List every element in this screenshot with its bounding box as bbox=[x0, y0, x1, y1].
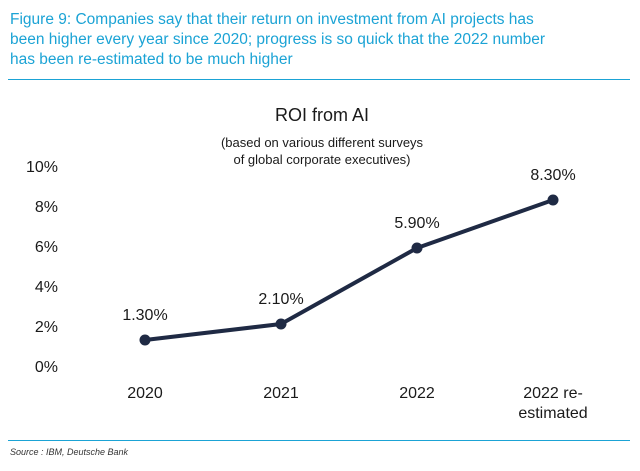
x-tick-label: 2022 re- bbox=[523, 385, 583, 402]
data-point bbox=[547, 194, 559, 206]
figure-title-line: has been re-estimated to be much higher bbox=[10, 51, 293, 68]
data-label: 5.90% bbox=[394, 215, 439, 232]
series-roi bbox=[139, 194, 559, 346]
y-axis: 0% 2% 4% 6% 8% 10% bbox=[26, 159, 58, 376]
x-axis: 2020 2021 2022 2022 re-estimated bbox=[127, 385, 587, 422]
y-tick-label: 2% bbox=[35, 319, 58, 336]
series-line bbox=[143, 198, 555, 342]
figure-title: Figure 9: Companies say that their retur… bbox=[10, 10, 610, 70]
source-note: Source : IBM, Deutsche Bank bbox=[10, 447, 129, 457]
x-tick-label: estimated bbox=[518, 405, 587, 422]
y-tick-label: 4% bbox=[35, 279, 58, 296]
x-tick-label: 2022 bbox=[399, 385, 435, 402]
bottom-divider bbox=[8, 440, 630, 441]
x-tick-label: 2021 bbox=[263, 385, 299, 402]
chart-subtitle-line: (based on various different surveys bbox=[221, 135, 424, 150]
x-tick-label: 2020 bbox=[127, 385, 163, 402]
data-label: 1.30% bbox=[122, 307, 167, 324]
data-label: 2.10% bbox=[258, 291, 303, 308]
data-point bbox=[139, 334, 151, 346]
y-tick-label: 8% bbox=[35, 199, 58, 216]
chart-subtitle-line: of global corporate executives) bbox=[233, 152, 410, 167]
top-divider bbox=[8, 79, 630, 80]
roi-line-chart: ROI from AI (based on various different … bbox=[26, 105, 588, 422]
data-point bbox=[275, 318, 287, 330]
y-tick-label: 0% bbox=[35, 359, 58, 376]
data-labels: 1.30% 2.10% 5.90% 8.30% bbox=[122, 167, 575, 324]
data-label: 8.30% bbox=[530, 167, 575, 184]
data-point bbox=[411, 242, 423, 254]
y-tick-label: 10% bbox=[26, 159, 58, 176]
y-tick-label: 6% bbox=[35, 239, 58, 256]
figure-title-line: been higher every year since 2020; progr… bbox=[10, 31, 546, 48]
figure-title-line: Figure 9: Companies say that their retur… bbox=[10, 11, 534, 28]
chart-title: ROI from AI bbox=[275, 105, 369, 125]
